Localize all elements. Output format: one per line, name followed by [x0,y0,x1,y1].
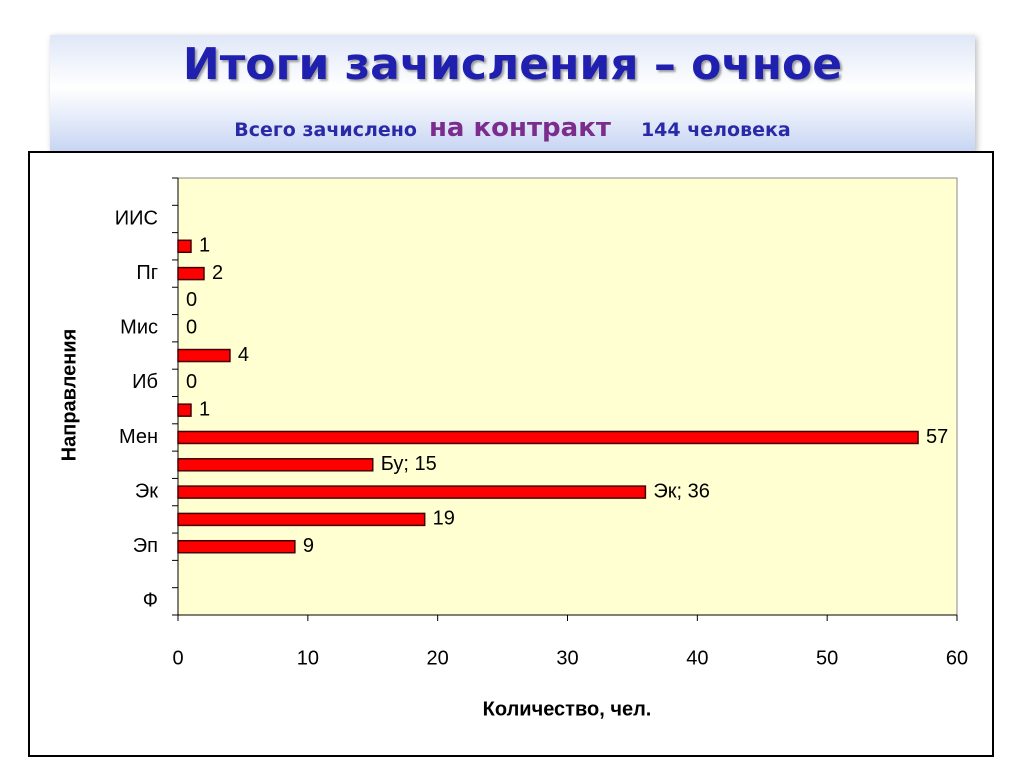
y-tick-label: ИИС [115,207,158,229]
bar [177,403,192,417]
subtitle-part: Всего зачислено [234,119,417,141]
x-tick-label: 20 [427,647,449,669]
y-axis-label: Направления [58,329,80,462]
y-tick-label: Иб [132,371,158,393]
data-label: 19 [433,508,455,530]
data-label: 1 [199,398,210,420]
bar [177,539,296,554]
y-tick-label: Эк [135,480,158,502]
y-tick-label: Ф [143,590,158,612]
data-label: 1 [199,235,210,257]
data-label: 4 [238,344,249,366]
subtitle-part: на контракт [428,113,611,143]
x-tick-label: 60 [946,647,968,669]
y-tick-label: Мен [119,426,158,448]
y-tick-label: Эп [133,535,158,557]
plot-area [177,177,958,616]
bar [177,239,192,254]
x-tick-label: 50 [816,647,838,669]
bar [177,266,205,281]
bar [177,348,231,363]
data-label: 0 [186,289,197,311]
x-tick-label: 30 [556,647,578,669]
bar [177,430,919,445]
bar [177,458,374,472]
x-tick-label: 10 [297,647,319,669]
y-tick-label: Мис [120,317,158,339]
subtitle: Всего зачислено на контракт 144 человека [50,113,975,143]
bar [177,512,426,527]
data-label: Бу; 15 [381,453,437,475]
data-label: 0 [186,317,197,339]
data-label: Эк; 36 [653,480,709,502]
data-label: 2 [212,262,223,284]
data-label: 57 [926,426,948,448]
subtitle-part: 144 человека [640,119,791,141]
bar [177,485,647,499]
data-label: 0 [186,371,197,393]
data-label: 9 [303,535,314,557]
y-tick-label: Пг [136,262,158,284]
x-tick-label: 0 [172,647,183,669]
title-banner: Итоги зачисления – очное Всего зачислено… [50,35,975,152]
x-axis-label: Количество, чел. [483,698,652,720]
title: Итоги зачисления – очное [182,39,843,90]
x-tick-label: 40 [686,647,708,669]
